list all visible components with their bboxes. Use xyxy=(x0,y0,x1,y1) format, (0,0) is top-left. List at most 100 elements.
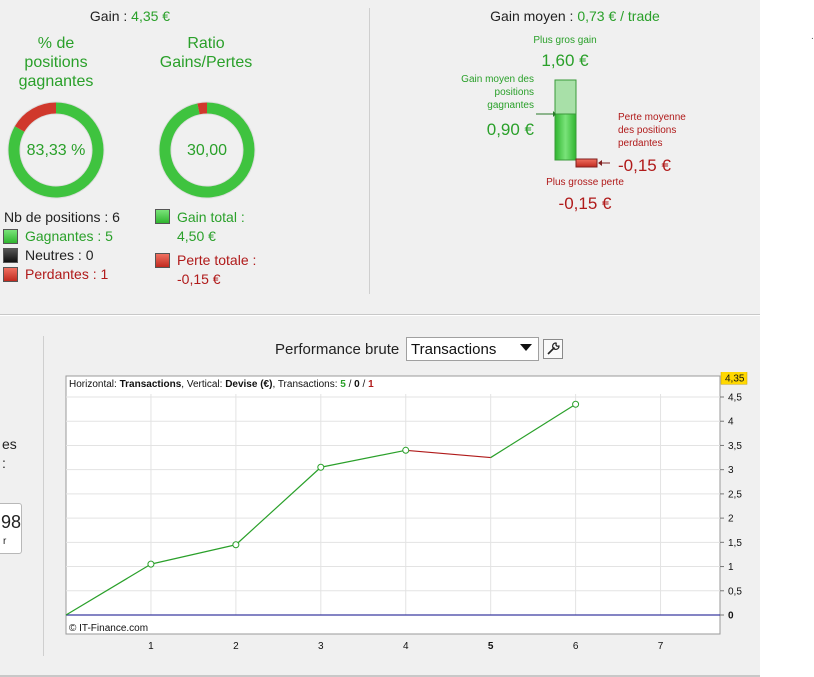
range-bar-graphic xyxy=(536,79,610,168)
perdantes-label: Perdantes : 1 xyxy=(25,266,109,282)
gagnantes-label: Gagnantes : 5 xyxy=(25,228,113,244)
gain-label: Gain : xyxy=(89,8,132,24)
chart-header-t-label: , Transactions: xyxy=(272,379,340,390)
gain-value: 4,35 € xyxy=(131,8,171,24)
y-tick-label: 4,5 xyxy=(728,393,742,404)
gain-moyen-positions-label: Gain moyen des positions gagnantes xyxy=(440,73,534,112)
pm-line2: des positions xyxy=(618,125,677,136)
last-value-badge-bg xyxy=(720,372,748,385)
data-point xyxy=(402,446,410,454)
chart-header-v-label: , Vertical: xyxy=(181,379,225,390)
left-partial-text1: es xyxy=(2,436,17,452)
perdantes-swatch xyxy=(3,267,18,282)
chart-header-sep1: / xyxy=(346,379,354,390)
x-tick-label: 1 xyxy=(148,641,154,652)
pct-title-line2: positions xyxy=(24,54,88,71)
ratio-title-line2: Gains/Pertes xyxy=(159,54,253,71)
pct-positions-donut xyxy=(7,101,105,199)
pm-line1: Perte moyenne xyxy=(618,112,686,123)
last-value-badge-text: 4,35 xyxy=(725,373,745,384)
y-tick-label: 2 xyxy=(728,514,734,525)
perte-moyenne-label: Perte moyenne des positions perdantes xyxy=(618,111,708,150)
bottom-line xyxy=(0,675,760,677)
chart-header-sep2: / xyxy=(360,379,368,390)
top-panel xyxy=(0,0,760,314)
chart-header-v-value: Devise (€) xyxy=(225,379,272,390)
series-segment xyxy=(150,544,237,565)
gain-moyen-value: 0,73 € / trade xyxy=(577,8,660,24)
chart-y-ticks: 0 0,5 1 1,5 2 2,5 3 3,5 4 4,5 xyxy=(720,393,742,622)
gain-total-value: 4,50 € xyxy=(177,228,216,244)
top-right-dot: . xyxy=(811,31,814,42)
chart-header-t-green: 5 xyxy=(340,379,346,390)
chart-header-h-label: Horizontal: xyxy=(69,379,120,390)
chart-copyright: © IT-Finance.com xyxy=(69,623,148,634)
nb-positions: Nb de positions : 6 xyxy=(4,209,120,225)
ratio-title-line1: Ratio xyxy=(187,35,225,52)
y-tick-label: 1 xyxy=(728,562,734,573)
perte-moyenne-value: -0,15 € xyxy=(618,156,671,175)
plus-gros-gain-label: Plus gros gain xyxy=(533,35,597,46)
last-value-badge: 4,35 xyxy=(720,372,748,385)
pct-title-line1: % de xyxy=(37,35,75,52)
y-tick-label: 4 xyxy=(728,417,734,428)
chevron-down-icon xyxy=(520,344,532,351)
left-partial-box-value: 98 xyxy=(1,512,22,532)
gagnantes-swatch xyxy=(3,229,18,244)
series-segment xyxy=(320,449,406,468)
x-tick-label: 2 xyxy=(233,641,239,652)
ratio-title: Ratio Gains/Pertes xyxy=(150,34,262,72)
series-segment xyxy=(65,563,152,616)
pm-line3: perdantes xyxy=(618,138,663,149)
donut-red-arc xyxy=(197,102,208,115)
top-panel-bottom-line xyxy=(0,314,760,315)
y-tick-label: 0 xyxy=(728,611,734,622)
plus-grosse-perte-value: -0,15 € xyxy=(558,194,612,213)
y-tick-label: 3 xyxy=(728,465,734,476)
gain-summary: Gain : 4,35 € xyxy=(60,8,200,24)
y-tick-label: 0,5 xyxy=(728,586,742,597)
chart-series xyxy=(65,403,576,616)
range-bar-lower xyxy=(554,113,577,161)
pct-title-line3: gagnantes xyxy=(18,73,94,90)
gain-moyen-label: Gain moyen : xyxy=(490,8,578,24)
chart-points xyxy=(147,400,580,568)
gain-total-swatch xyxy=(155,209,170,224)
data-point xyxy=(232,541,240,549)
chart-header-t-red: 1 xyxy=(368,379,374,390)
wrench-button[interactable] xyxy=(543,339,563,359)
bottom-panel-divider xyxy=(43,336,44,656)
chart-x-ticks: 1 2 3 4 5 6 7 xyxy=(148,641,664,652)
perte-totale-value: -0,15 € xyxy=(177,271,221,287)
plus-grosse-perte-label: Plus grosse perte xyxy=(546,177,624,188)
chart-header-h-value: Transactions xyxy=(120,379,182,390)
pct-positions-value: 83,33 % xyxy=(26,142,86,159)
gmp-line1: Gain moyen des xyxy=(461,74,534,85)
donut-green-arc xyxy=(8,102,104,198)
perte-moyenne-arrowhead xyxy=(598,160,602,166)
y-tick-label: 1,5 xyxy=(728,538,742,549)
y-tick-label: 2,5 xyxy=(728,489,742,500)
data-point xyxy=(147,560,155,568)
top-panel-divider xyxy=(369,8,370,294)
perte-totale-swatch xyxy=(155,253,170,268)
plus-gros-gain-value: 1,60 € xyxy=(541,51,589,70)
performance-select[interactable]: Transactions xyxy=(406,337,539,361)
data-point xyxy=(572,400,580,408)
left-partial-box[interactable]: 98 r xyxy=(0,503,22,554)
series-segment xyxy=(490,403,576,459)
x-tick-label: 5 xyxy=(488,641,494,652)
chart-header: Horizontal: Transactions, Vertical: Devi… xyxy=(69,379,374,390)
donut-red-arc xyxy=(14,102,57,132)
performance-label: Performance brute xyxy=(275,341,400,358)
perte-totale-label: Perte totale : xyxy=(177,252,257,268)
wrench-icon xyxy=(547,342,560,355)
gain-moyen-positions-value: 0,90 € xyxy=(486,120,534,139)
left-partial-text2: : xyxy=(2,455,6,471)
performance-chart: 0 0,5 1 1,5 2 2,5 3 3,5 4 4,5 1 2 3 4 5 6 7 Horizontal:… xyxy=(65,372,748,652)
ratio-value: 30,00 xyxy=(186,142,228,159)
gmp-line2: positions xyxy=(494,87,534,98)
neutres-swatch xyxy=(3,248,18,263)
performance-select-value: Transactions xyxy=(411,341,497,358)
ratio-donut xyxy=(158,101,256,199)
